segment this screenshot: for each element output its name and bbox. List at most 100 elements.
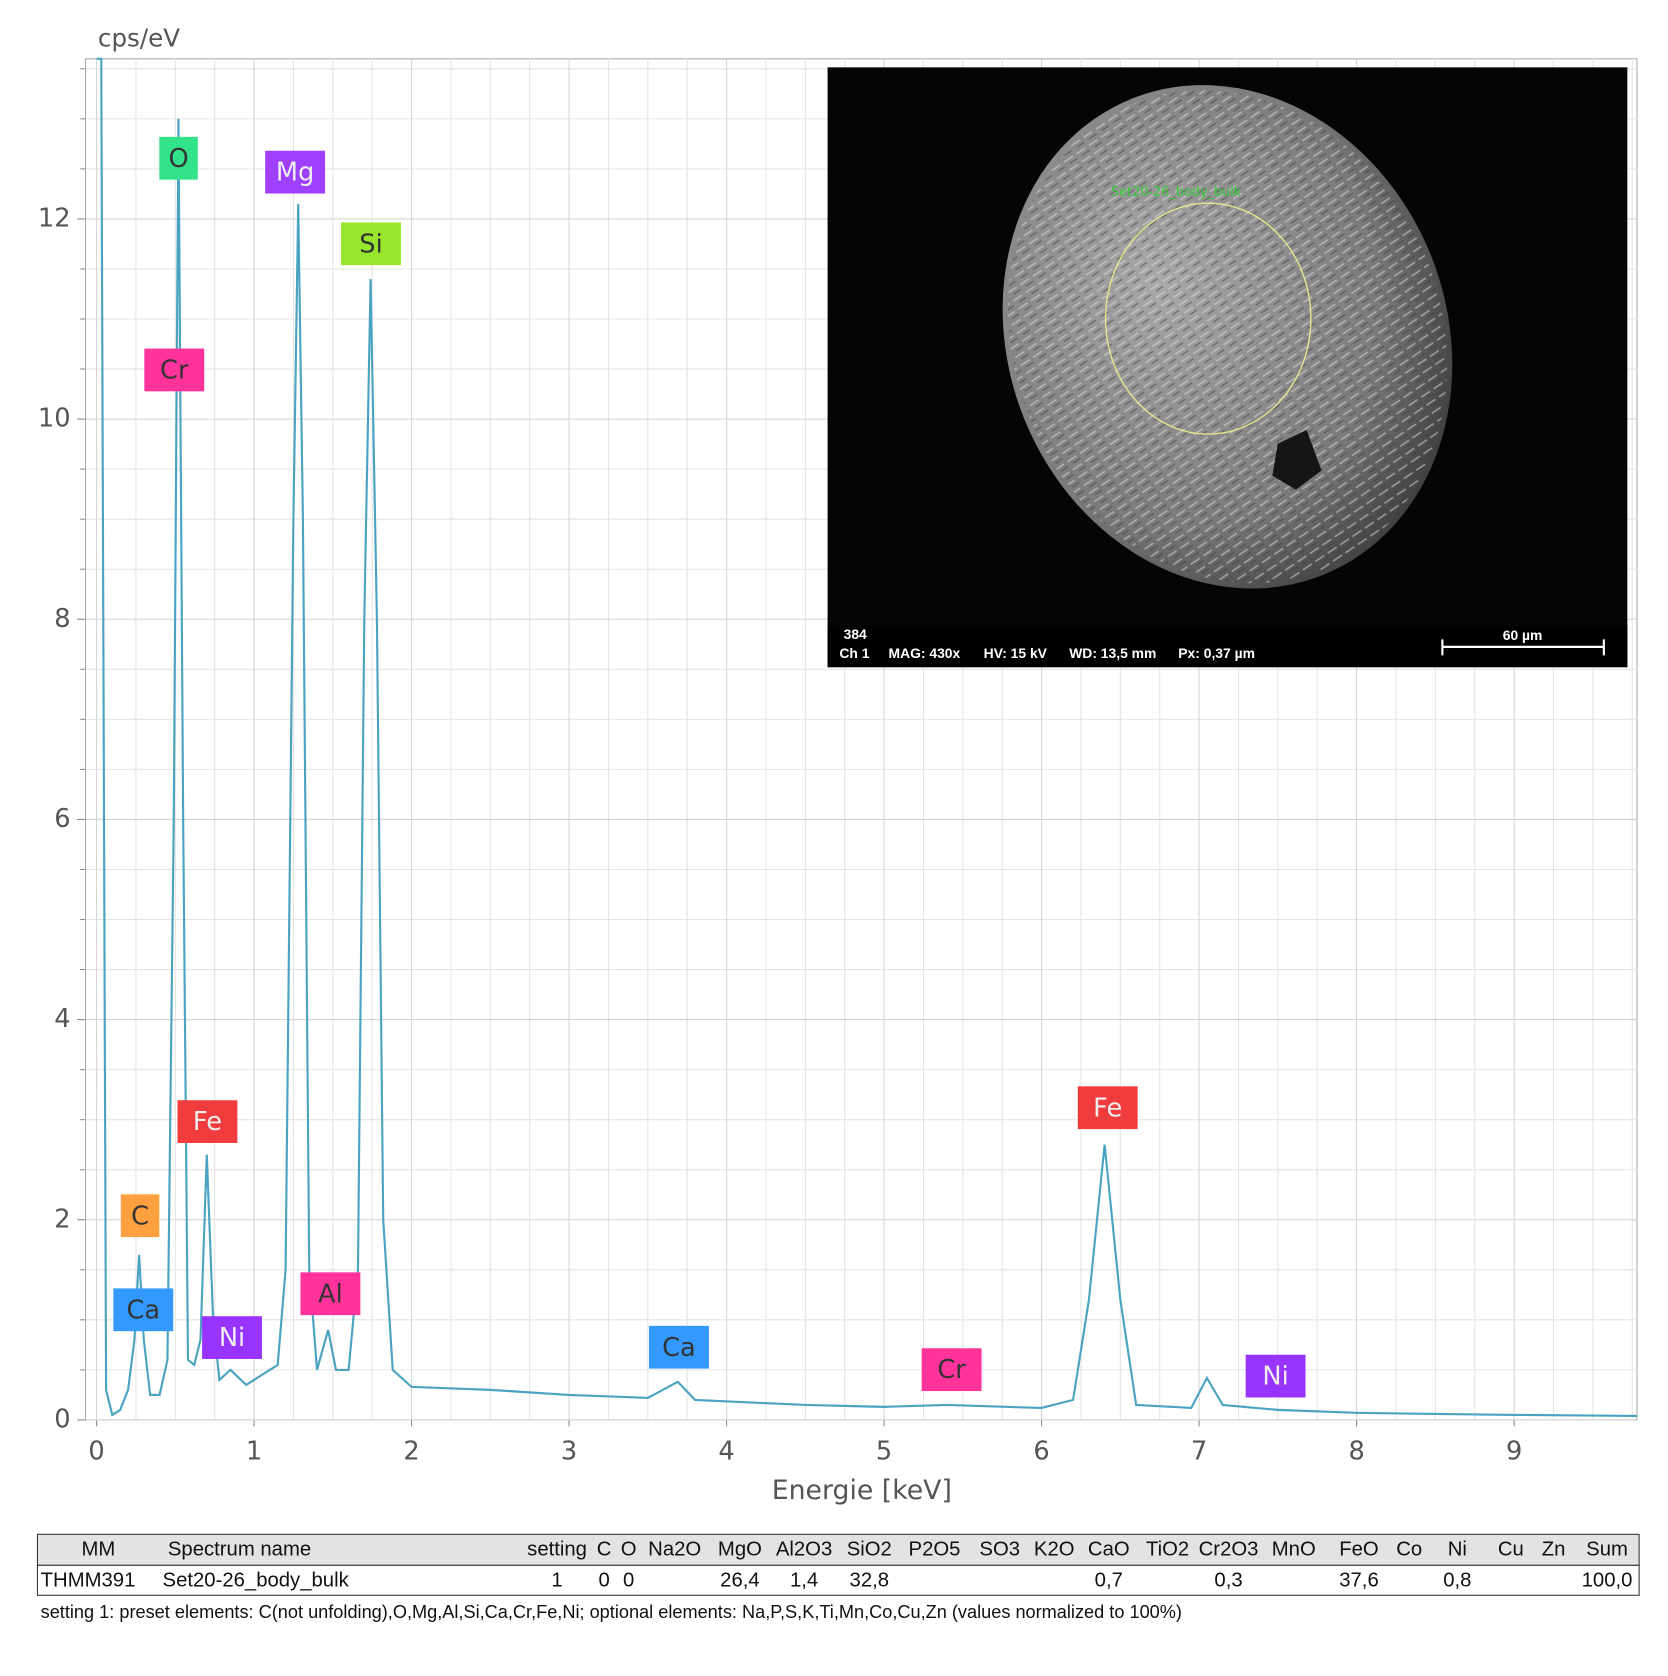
table-cell: 1,4 bbox=[790, 1570, 818, 1592]
sem-channel: Ch 1 bbox=[839, 645, 869, 661]
table-header-cell: Cu bbox=[1498, 1539, 1524, 1561]
peak-label: Si bbox=[359, 229, 382, 259]
table-cell: 100,0 bbox=[1582, 1570, 1633, 1592]
sem-hv: HV: 15 kV bbox=[984, 645, 1048, 661]
table-cell: 1 bbox=[551, 1570, 562, 1592]
y-tick-label: 0 bbox=[54, 1404, 70, 1434]
table-cell: 32,8 bbox=[850, 1570, 890, 1592]
table-header-cell: Al2O3 bbox=[776, 1539, 832, 1561]
peak-label-box bbox=[1077, 1086, 1138, 1130]
peak-label-box bbox=[265, 150, 326, 194]
scale-bar bbox=[1441, 639, 1605, 656]
table-cell: THMM391 bbox=[41, 1570, 136, 1592]
y-tick-label: 6 bbox=[54, 804, 70, 834]
x-tick-label: 7 bbox=[1191, 1436, 1207, 1466]
footnote: setting 1: preset elements: C(not unfold… bbox=[41, 1602, 1182, 1622]
x-tick-label: 3 bbox=[561, 1436, 577, 1466]
peak-label: Fe bbox=[1093, 1093, 1122, 1123]
peak-label: Al bbox=[318, 1279, 343, 1309]
table-header-cell: Spectrum name bbox=[168, 1539, 311, 1561]
table-header-cell: Ni bbox=[1448, 1539, 1467, 1561]
peak-label-box bbox=[1245, 1354, 1306, 1398]
sem-mag: MAG: 430x bbox=[889, 645, 961, 661]
y-tick-label: 2 bbox=[54, 1204, 70, 1234]
table-header-cell: Co bbox=[1396, 1539, 1422, 1561]
table-cell: Set20-26_body_bulk bbox=[163, 1570, 350, 1592]
table-cell: 37,6 bbox=[1339, 1570, 1379, 1592]
table-header-cell: SiO2 bbox=[847, 1539, 892, 1561]
table-header-cell: O bbox=[621, 1539, 637, 1561]
peak-label: Ca bbox=[662, 1333, 696, 1363]
table-header-cell: FeO bbox=[1339, 1539, 1378, 1561]
sem-px: Px: 0,37 µm bbox=[1178, 645, 1255, 661]
table-header-cell: TiO2 bbox=[1146, 1539, 1189, 1561]
x-tick-label: 8 bbox=[1348, 1436, 1364, 1466]
table-header-cell: Zn bbox=[1542, 1539, 1566, 1561]
table-header-cell: Cr2O3 bbox=[1199, 1539, 1259, 1561]
table-header-cell: Sum bbox=[1586, 1539, 1628, 1561]
x-tick-label: 9 bbox=[1506, 1436, 1522, 1466]
peak-label-box bbox=[113, 1288, 174, 1332]
peak-label: Mg bbox=[276, 158, 314, 188]
peak-label-box bbox=[649, 1325, 709, 1369]
table-header-bg bbox=[36, 1533, 1640, 1566]
table-header-cell: C bbox=[597, 1539, 612, 1561]
table-header-cell: MM bbox=[81, 1539, 115, 1561]
x-tick-label: 4 bbox=[718, 1436, 734, 1466]
peak-label: Ni bbox=[219, 1323, 245, 1353]
sem-id: 384 bbox=[844, 626, 867, 642]
table-header-cell: K2O bbox=[1034, 1539, 1075, 1561]
peak-label-box bbox=[202, 1316, 262, 1359]
peak-label-box bbox=[177, 1100, 238, 1143]
scale-label: 60 µm bbox=[1503, 627, 1543, 643]
table-cell: 0 bbox=[623, 1570, 634, 1592]
table-header-cell: CaO bbox=[1088, 1539, 1130, 1561]
peak-label: Ni bbox=[1262, 1362, 1288, 1392]
peak-label-box bbox=[120, 1194, 160, 1238]
sem-image: Set20-26_body_bulk 384 Ch 1 MAG: 430x HV… bbox=[827, 67, 1628, 668]
table-cell: 26,4 bbox=[720, 1570, 760, 1592]
peak-label-box bbox=[341, 222, 401, 266]
spectrum-line bbox=[96, 57, 1637, 1418]
peak-label-box bbox=[300, 1272, 361, 1316]
y-tick-label: 8 bbox=[54, 604, 70, 634]
peak-label: Ca bbox=[126, 1295, 160, 1325]
table-header-cell: P2O5 bbox=[909, 1539, 961, 1561]
region-outline bbox=[1104, 202, 1312, 435]
table-header-cell: MgO bbox=[718, 1539, 762, 1561]
x-tick-label: 1 bbox=[246, 1436, 262, 1466]
peak-label: Fe bbox=[193, 1107, 222, 1137]
x-tick-label: 2 bbox=[403, 1436, 419, 1466]
peak-label: O bbox=[168, 144, 188, 174]
x-tick-label: 5 bbox=[876, 1436, 892, 1466]
peak-label-box bbox=[144, 348, 205, 392]
peak-label: Cr bbox=[160, 356, 189, 386]
table: MM Spectrum name setting C O Na2O MgO Al2O3 SiO2… bbox=[36, 1533, 1640, 1596]
y-tick-label: 12 bbox=[38, 203, 71, 233]
peak-label: Cr bbox=[937, 1355, 966, 1385]
y-axis-label: cps/eV bbox=[98, 24, 180, 53]
table-cell: 0,3 bbox=[1214, 1570, 1242, 1592]
particle-texture bbox=[1007, 90, 1447, 584]
sem-wd: WD: 13,5 mm bbox=[1069, 645, 1156, 661]
table-cell: 0,7 bbox=[1095, 1570, 1123, 1592]
table-row-bg bbox=[36, 1564, 1640, 1596]
x-tick-label: 6 bbox=[1033, 1436, 1049, 1466]
region-label: Set20-26_body_bulk bbox=[1111, 185, 1242, 200]
x-axis-label: Energie [keV] bbox=[772, 1475, 952, 1506]
y-tick-label: 10 bbox=[38, 404, 71, 434]
table-cell: 0,8 bbox=[1443, 1570, 1471, 1592]
table-header-cell: setting bbox=[527, 1539, 587, 1561]
peak-label: C bbox=[131, 1201, 149, 1231]
table-cell: 0 bbox=[598, 1570, 609, 1592]
particle-hole bbox=[1272, 429, 1322, 490]
peak-label-box bbox=[921, 1348, 982, 1392]
y-tick-label: 4 bbox=[54, 1004, 70, 1034]
table-header-cell: SO3 bbox=[979, 1539, 1020, 1561]
table-header-cell: MnO bbox=[1272, 1539, 1316, 1561]
table-header-cell: Na2O bbox=[648, 1539, 701, 1561]
peak-label-box bbox=[159, 136, 198, 180]
x-tick-label: 0 bbox=[88, 1436, 104, 1466]
